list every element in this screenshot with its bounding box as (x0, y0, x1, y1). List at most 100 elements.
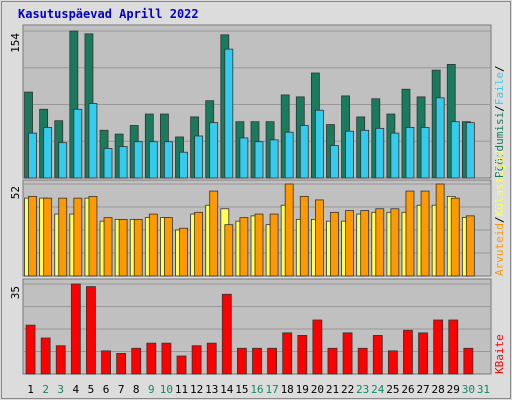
x-tick-label: 26 (401, 383, 414, 396)
bar-faile-day-26 (405, 127, 415, 179)
bar-arvuteid-day-25 (390, 208, 400, 277)
right-legend-labels: Pöördumisi/Faile/Arvuteid/KülastajadKBai… (493, 65, 506, 374)
bar-kbaite-day-22 (342, 332, 353, 375)
right-label-part: / (493, 105, 506, 112)
x-tick-label: 23 (356, 383, 369, 396)
x-tick-label: 15 (235, 383, 248, 396)
y-max-label-bottom: 35 (9, 286, 22, 299)
bar-kbaite-day-27 (418, 332, 428, 375)
bar-arvuteid-day-4 (73, 197, 83, 277)
bar-kbaite-day-24 (372, 335, 383, 375)
bar-arvuteid-day-26 (405, 190, 415, 277)
bar-kbaite-day-13 (206, 342, 217, 375)
panel-bottom: 35 (9, 278, 492, 375)
right-label-part: Pöördumisi (493, 112, 506, 178)
bar-faile-day-17 (269, 139, 279, 179)
bar-arvuteid-day-19 (299, 195, 309, 277)
bar-faile-day-10 (164, 141, 173, 179)
bar-arvuteid-day-13 (209, 190, 219, 277)
x-tick-label: 6 (103, 383, 110, 396)
bar-kbaite-day-4 (70, 283, 81, 375)
bar-faile-day-2 (43, 127, 53, 179)
bar-faile-day-23 (360, 129, 370, 179)
x-tick-label: 3 (57, 383, 64, 396)
bar-faile-day-6 (103, 148, 113, 179)
bar-faile-day-18 (284, 131, 294, 179)
x-tick-label: 1 (27, 383, 34, 396)
x-tick-label: 11 (175, 383, 188, 396)
bar-arvuteid-day-15 (239, 217, 249, 277)
bar-kbaite-day-28 (433, 319, 444, 375)
bar-faile-day-16 (254, 141, 264, 179)
bar-kbaite-day-18 (282, 332, 293, 375)
bar-faile-day-8 (133, 141, 143, 179)
bar-faile-day-14 (224, 48, 234, 179)
bar-arvuteid-day-3 (58, 197, 68, 277)
bar-arvuteid-day-20 (314, 199, 324, 277)
bar-kbaite-day-10 (161, 342, 172, 375)
right-label-top: Pöördumisi/Faile/ (493, 65, 506, 178)
bar-faile-day-25 (390, 132, 400, 179)
x-tick-label: 4 (73, 383, 80, 396)
bar-faile-day-5 (88, 103, 98, 179)
right-label-part: Faile (493, 72, 506, 105)
x-tick-label: 25 (386, 383, 399, 396)
panel-middle: 52 (9, 179, 492, 277)
x-tick-label: 17 (265, 383, 278, 396)
x-tick-label: 28 (432, 383, 445, 396)
bar-kbaite-day-8 (131, 347, 142, 375)
bar-faile-day-9 (148, 141, 158, 179)
x-tick-label: 22 (341, 383, 354, 396)
x-tick-label: 13 (205, 383, 218, 396)
bar-faile-day-29 (450, 121, 460, 179)
x-tick-label: 16 (250, 383, 263, 396)
right-label-part: / (493, 65, 506, 72)
bar-arvuteid-day-9 (148, 213, 158, 277)
bar-arvuteid-day-14 (224, 224, 234, 277)
bar-faile-day-15 (239, 137, 249, 179)
bar-arvuteid-day-11 (179, 227, 188, 277)
bar-kbaite-day-15 (237, 347, 247, 375)
bar-arvuteid-day-8 (133, 218, 143, 277)
x-tick-label: 5 (88, 383, 95, 396)
bar-kbaite-day-17 (267, 347, 277, 375)
x-tick-label: 14 (220, 383, 234, 396)
bar-arvuteid-day-2 (43, 197, 53, 277)
bar-arvuteid-day-23 (360, 210, 370, 277)
bar-arvuteid-day-30 (465, 215, 475, 277)
right-label-part: KBaite (493, 334, 506, 374)
bar-kbaite-day-6 (101, 350, 111, 375)
bar-arvuteid-day-27 (420, 190, 430, 277)
bar-arvuteid-day-21 (330, 211, 339, 277)
x-tick-label: 30 (462, 383, 475, 396)
x-tick-label: 24 (371, 383, 385, 396)
bar-arvuteid-day-29 (450, 197, 460, 277)
bar-faile-day-11 (179, 151, 188, 179)
bar-faile-day-27 (420, 127, 430, 179)
right-label-part: Külastajad (493, 150, 506, 216)
bar-kbaite-day-3 (55, 345, 66, 375)
bar-faile-day-21 (330, 145, 339, 179)
bar-faile-day-7 (118, 146, 128, 179)
bar-faile-day-20 (314, 109, 324, 179)
bar-arvuteid-day-17 (269, 213, 279, 277)
bar-faile-day-19 (299, 125, 309, 179)
bar-arvuteid-day-28 (435, 183, 445, 277)
x-tick-label: 12 (190, 383, 203, 396)
bar-kbaite-day-2 (40, 337, 51, 375)
bar-faile-day-22 (345, 130, 354, 179)
y-max-label-top: 154 (9, 33, 22, 53)
bar-arvuteid-day-24 (375, 208, 385, 277)
bar-kbaite-day-9 (146, 342, 157, 375)
x-tick-label: 9 (148, 383, 155, 396)
x-axis-labels: 1 2 3 4 5 6 7 8 9 10 11 12 13 14 15 16 17 18 19 20 21 22 23 24 2… (27, 383, 490, 396)
x-tick-label: 2 (42, 383, 49, 396)
bar-kbaite-day-25 (387, 350, 398, 375)
x-tick-label: 27 (416, 383, 429, 396)
x-tick-label: 19 (296, 383, 309, 396)
bar-arvuteid-day-22 (345, 210, 354, 277)
bar-faile-day-4 (73, 108, 83, 179)
bar-kbaite-day-16 (252, 347, 262, 375)
bar-faile-day-24 (375, 127, 385, 179)
bar-kbaite-day-5 (86, 286, 96, 375)
